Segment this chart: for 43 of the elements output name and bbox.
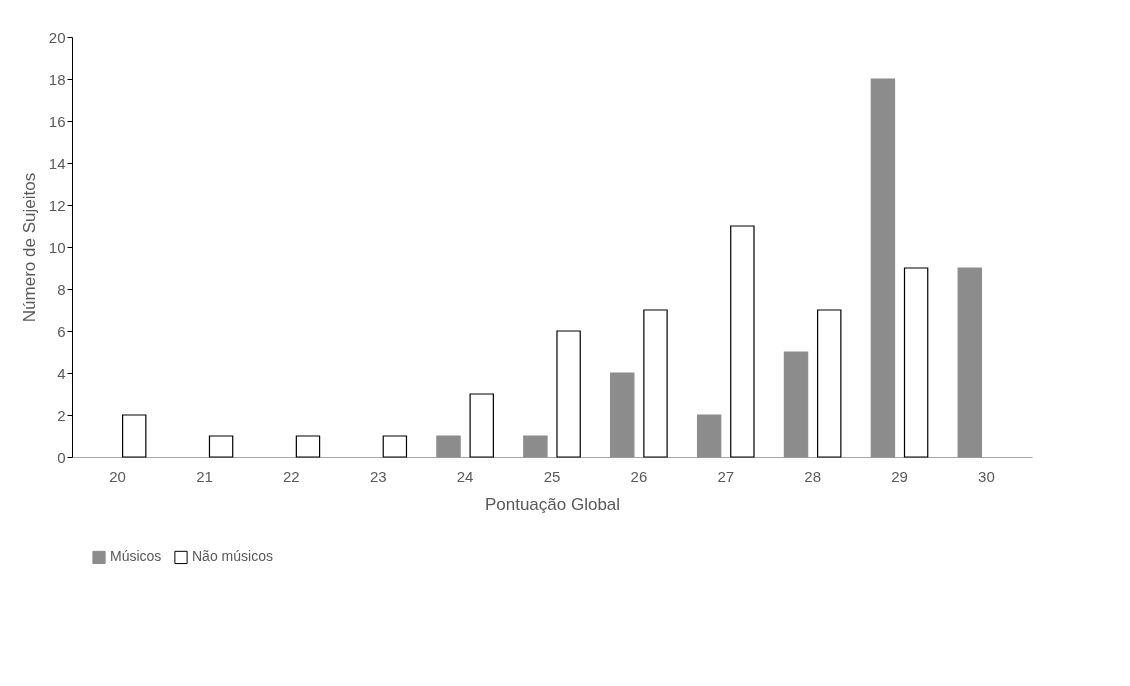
bar bbox=[382, 435, 408, 458]
bar bbox=[523, 435, 548, 458]
x-tick-label: 25 bbox=[543, 467, 561, 485]
y-tick-label: 6 bbox=[57, 322, 66, 340]
y-tick-label: 2 bbox=[57, 406, 66, 424]
bar bbox=[556, 330, 581, 458]
y-tick-label: 14 bbox=[48, 154, 66, 172]
x-tick-label: 20 bbox=[109, 467, 126, 485]
y-tick-label: 20 bbox=[48, 28, 66, 46]
x-tick-label: 24 bbox=[456, 467, 474, 485]
y-tick-label: 18 bbox=[48, 70, 66, 88]
bar bbox=[903, 267, 929, 458]
x-tick-label: 28 bbox=[804, 467, 821, 485]
bar bbox=[643, 309, 668, 458]
bar bbox=[610, 372, 635, 458]
bar bbox=[783, 351, 809, 458]
y-tick-label: 12 bbox=[48, 196, 66, 214]
y-tick-label: 4 bbox=[57, 364, 66, 382]
y-tick-label: 10 bbox=[48, 238, 66, 256]
bar bbox=[208, 435, 234, 458]
bar bbox=[121, 414, 147, 458]
bar bbox=[469, 393, 494, 458]
y-tick-label: 0 bbox=[57, 448, 66, 466]
x-axis-title: Pontuação Global bbox=[484, 494, 621, 514]
x-tick-label: 30 bbox=[978, 467, 995, 485]
bar bbox=[696, 414, 722, 458]
x-tick-label: 27 bbox=[717, 467, 735, 485]
x-tick-label: 29 bbox=[891, 467, 908, 485]
y-tick-label: 16 bbox=[48, 112, 66, 130]
bar bbox=[436, 435, 461, 458]
legend-label: Não músicos bbox=[192, 548, 273, 565]
bar bbox=[817, 309, 842, 458]
bar bbox=[295, 435, 321, 458]
bar bbox=[870, 78, 896, 458]
bar bbox=[730, 225, 755, 458]
x-tick-label: 22 bbox=[283, 467, 300, 485]
bar bbox=[957, 267, 983, 458]
x-tick-label: 23 bbox=[369, 467, 387, 485]
y-axis-title: Número de Sujeitos bbox=[19, 172, 39, 323]
legend-label: Músicos bbox=[110, 548, 162, 565]
x-tick-label: 21 bbox=[196, 467, 213, 485]
x-tick-label: 26 bbox=[630, 467, 648, 485]
y-tick-label: 8 bbox=[57, 280, 66, 298]
